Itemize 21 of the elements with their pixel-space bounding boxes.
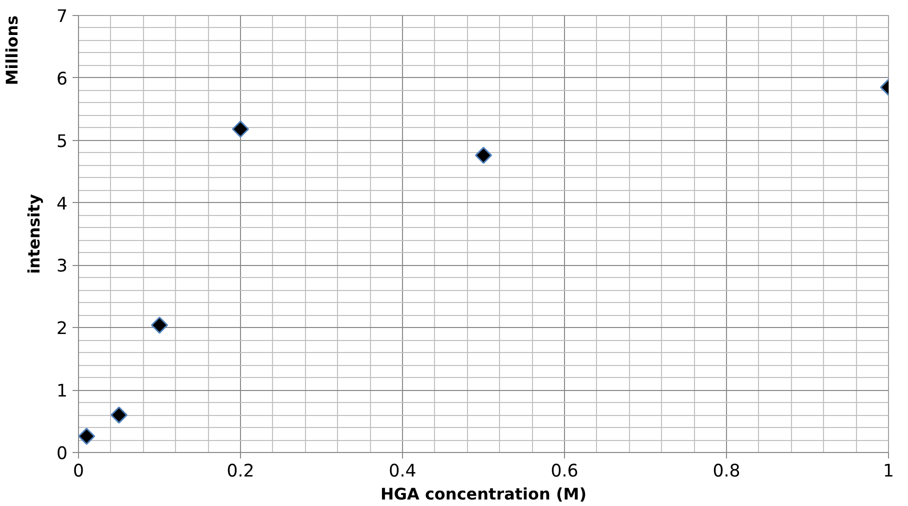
y-tick-label: 7 — [56, 7, 68, 27]
x-tick-label: 0.6 — [550, 462, 578, 482]
x-tick-label: 0.8 — [712, 462, 740, 482]
y-tick-label: 5 — [56, 132, 68, 152]
y-tick-label: 0 — [56, 444, 68, 464]
y-tick-label: 6 — [56, 69, 68, 90]
x-axis-title: HGA concentration (M) — [380, 484, 587, 504]
y-tick-label: 2 — [56, 319, 68, 340]
point — [232, 120, 250, 138]
y-tick-label: 4 — [56, 194, 68, 214]
x-tick-label: 0.2 — [226, 462, 254, 482]
x-tick-label: 0.4 — [388, 462, 416, 482]
x-tick-label: 0 — [72, 462, 84, 482]
x-tick-label: 1 — [882, 462, 894, 482]
y-tick-label: 1 — [56, 382, 68, 402]
point — [150, 316, 168, 334]
point — [110, 406, 128, 424]
text: Millions — [2, 16, 22, 86]
y-axis-title: intensity — [24, 194, 44, 274]
y-tick-label: 3 — [56, 256, 68, 277]
point — [78, 428, 96, 445]
